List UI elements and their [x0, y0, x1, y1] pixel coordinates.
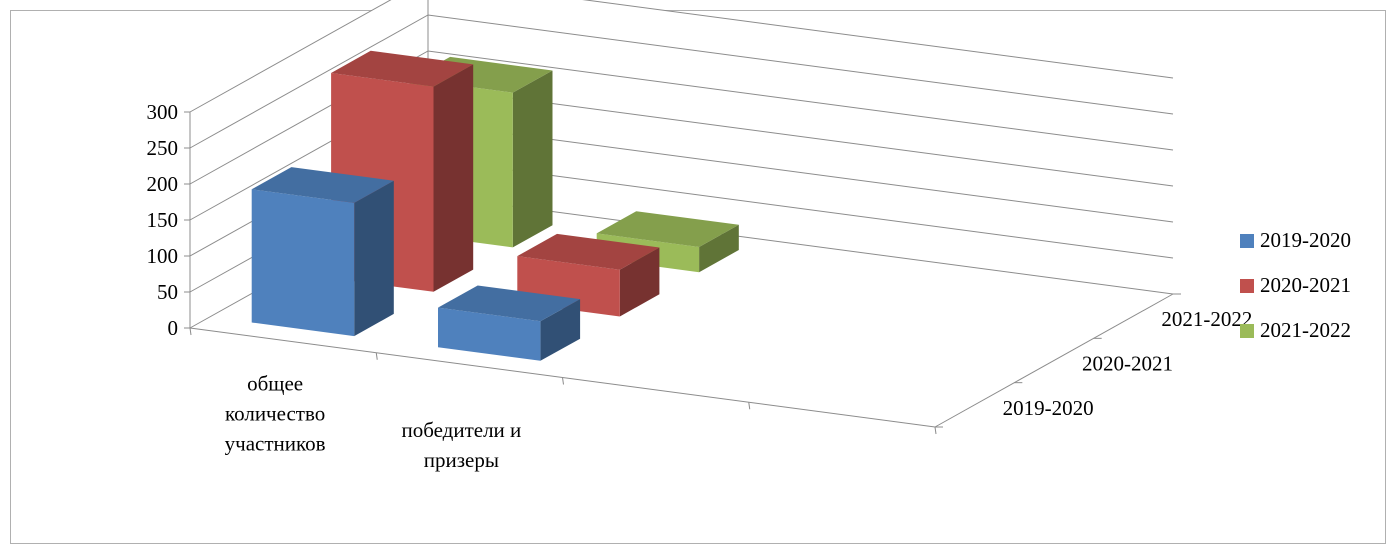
- bar: [438, 285, 581, 361]
- bar-front: [438, 307, 541, 361]
- legend: 2019-2020 2020-2021 2021-2022: [1240, 228, 1351, 342]
- bar: [251, 167, 394, 337]
- x-tick: [562, 377, 564, 385]
- x-tick: [748, 402, 751, 410]
- bar-side: [699, 224, 739, 273]
- chart-bars: [251, 50, 739, 361]
- x-tick: [934, 426, 937, 435]
- back-wall: [428, 0, 1173, 294]
- bar-side: [512, 70, 553, 248]
- bar-top: [438, 285, 581, 322]
- depth-label: 2020-2021: [1082, 352, 1173, 376]
- bar-front: [251, 189, 355, 337]
- gridline: [189, 0, 1174, 113]
- legend-label: 2019-2020: [1260, 228, 1351, 252]
- depth-axis: [934, 293, 1174, 428]
- legend-swatch: [1240, 324, 1254, 338]
- y-tick-label: 200: [147, 172, 179, 196]
- category-labels: общее количество участников победители и при…: [225, 371, 522, 472]
- legend-label: 2021-2022: [1260, 318, 1351, 342]
- x-tick: [189, 327, 192, 336]
- bar-top: [251, 167, 394, 203]
- legend-swatch: [1240, 234, 1254, 248]
- x-tick: [375, 352, 378, 360]
- y-tick-label: 100: [147, 244, 179, 268]
- category-label: общее: [247, 371, 303, 395]
- depth-label: 2021-2022: [1161, 307, 1252, 331]
- category-label: призеры: [424, 448, 499, 472]
- bar-top: [596, 211, 739, 247]
- y-tick-labels: 0 50 100 150 200 250 300: [147, 100, 179, 340]
- bar-side: [619, 247, 660, 317]
- depth-labels: 2019-2020 2020-2021 2021-2022: [1003, 307, 1253, 420]
- legend-label: 2020-2021: [1260, 273, 1351, 297]
- bar-top: [331, 50, 474, 87]
- y-tick-label: 50: [157, 280, 178, 304]
- y-tick-label: 150: [147, 208, 179, 232]
- chart-axes: [184, 111, 1181, 435]
- y-tick-label: 300: [147, 100, 179, 124]
- bar-side: [354, 180, 394, 337]
- category-label: победители и: [401, 418, 521, 442]
- bar-top: [517, 233, 660, 270]
- category-label: участников: [225, 431, 326, 455]
- depth-label: 2019-2020: [1003, 396, 1094, 420]
- bar-side: [540, 299, 581, 361]
- bar: [517, 233, 660, 317]
- bar-side: [433, 64, 474, 292]
- category-label: количество: [225, 401, 325, 425]
- y-tick-label: 0: [168, 316, 179, 340]
- y-tick-label: 250: [147, 136, 179, 160]
- legend-swatch: [1240, 279, 1254, 293]
